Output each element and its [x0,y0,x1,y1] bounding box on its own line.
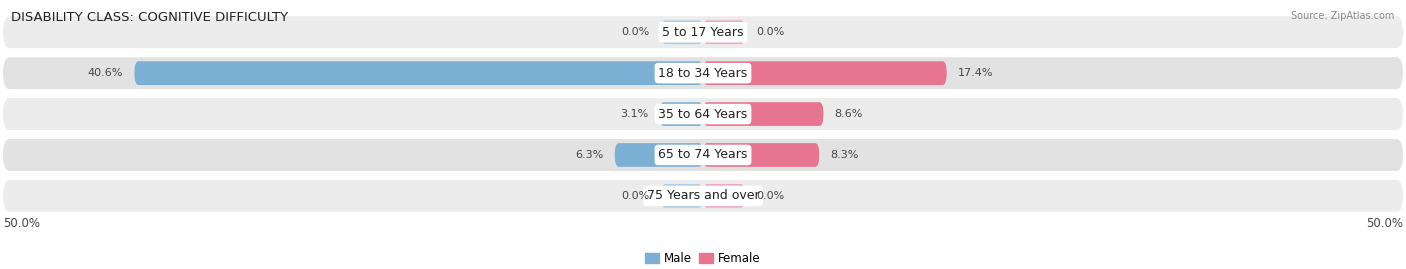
FancyBboxPatch shape [703,20,745,44]
Text: Source: ZipAtlas.com: Source: ZipAtlas.com [1291,11,1395,21]
FancyBboxPatch shape [703,143,820,167]
FancyBboxPatch shape [3,139,1403,171]
FancyBboxPatch shape [703,184,745,208]
FancyBboxPatch shape [135,61,703,85]
Text: 0.0%: 0.0% [756,27,785,37]
Text: 8.6%: 8.6% [835,109,863,119]
Text: 6.3%: 6.3% [575,150,603,160]
FancyBboxPatch shape [3,180,1403,212]
Legend: Male, Female: Male, Female [641,247,765,269]
Text: 35 to 64 Years: 35 to 64 Years [658,108,748,121]
FancyBboxPatch shape [3,57,1403,89]
Text: 17.4%: 17.4% [957,68,994,78]
Text: 0.0%: 0.0% [621,191,650,201]
FancyBboxPatch shape [661,20,703,44]
Text: 0.0%: 0.0% [756,191,785,201]
Text: 50.0%: 50.0% [3,217,39,230]
FancyBboxPatch shape [3,16,1403,48]
Text: 40.6%: 40.6% [87,68,124,78]
FancyBboxPatch shape [661,184,703,208]
FancyBboxPatch shape [703,102,824,126]
Text: DISABILITY CLASS: COGNITIVE DIFFICULTY: DISABILITY CLASS: COGNITIVE DIFFICULTY [11,11,288,24]
Text: 3.1%: 3.1% [620,109,648,119]
Text: 75 Years and over: 75 Years and over [647,189,759,202]
FancyBboxPatch shape [703,61,946,85]
Text: 65 to 74 Years: 65 to 74 Years [658,148,748,161]
FancyBboxPatch shape [3,98,1403,130]
Text: 5 to 17 Years: 5 to 17 Years [662,26,744,39]
Text: 8.3%: 8.3% [831,150,859,160]
FancyBboxPatch shape [659,102,703,126]
Text: 50.0%: 50.0% [1367,217,1403,230]
Text: 18 to 34 Years: 18 to 34 Years [658,67,748,80]
FancyBboxPatch shape [614,143,703,167]
Text: 0.0%: 0.0% [621,27,650,37]
